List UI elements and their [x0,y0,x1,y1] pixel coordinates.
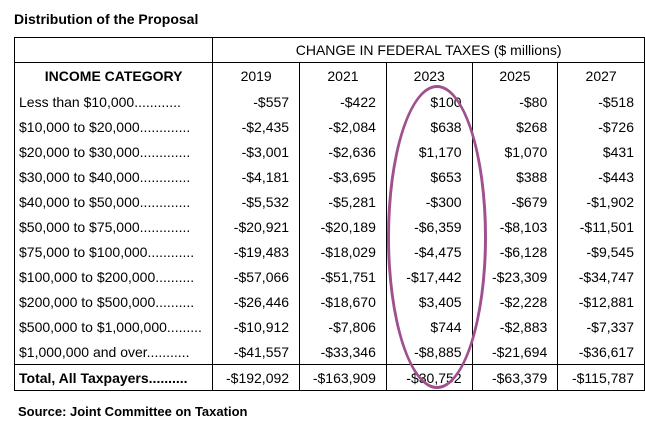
value-cell: -$443 [557,164,645,189]
header-years-row: INCOME CATEGORY 2019 2021 2023 2025 2027 [15,62,645,89]
value-cell: -$17,442 [385,264,473,289]
value-cell: -$20,189 [299,214,387,239]
year-header: 2023 [385,62,473,89]
value-cell: -$20,921 [212,214,300,239]
value-cell: -$18,670 [299,289,387,314]
group-header: CHANGE IN FEDERAL TAXES ($ millions) [212,37,645,63]
value-cell: -$34,747 [557,264,645,289]
value-cell: -$6,128 [471,239,558,264]
value-cell: $431 [557,139,645,164]
value-cell: -$7,337 [557,314,645,339]
header-group-row: CHANGE IN FEDERAL TAXES ($ millions) [14,37,645,63]
value-cell: -$2,084 [299,114,387,139]
value-cell: -$23,309 [471,264,558,289]
year-header: 2019 [212,62,300,89]
header-blank-cell [14,37,213,63]
value-cell: -$2,883 [471,314,558,339]
table-title: Distribution of the Proposal [14,11,199,27]
income-category-label: $10,000 to $20,000............. [19,118,191,135]
value-cell: -$57,066 [212,264,300,289]
value-cell: -$4,181 [212,164,300,189]
value-cell: -$80 [471,89,558,114]
income-category-label: $1,000,000 and over........... [19,343,190,360]
value-cell: $638 [385,114,473,139]
table-row: Less than $10,000............ -$557 -$422 $… [15,89,645,114]
total-cell: -$192,092 [212,364,300,391]
row-header: INCOME CATEGORY [44,68,183,84]
value-cell: -$1,902 [557,189,645,214]
value-cell: -$41,557 [212,339,300,365]
total-row: Total, All Taxpayers.......... -$192,092… [14,364,645,391]
total-label: Total, All Taxpayers.......... [14,364,213,391]
table-row: $500,000 to $1,000,000......... -$10,912-… [15,314,645,339]
value-cell: -$679 [471,189,558,214]
value-cell: -$7,806 [299,314,387,339]
value-cell: $268 [471,114,558,139]
income-category-label: Less than $10,000............ [19,93,181,110]
value-cell: -$2,228 [471,289,558,314]
value-cell: -$21,694 [471,339,558,365]
income-category-label: $100,000 to $200,000.......... [19,268,195,285]
year-header: 2025 [471,62,558,89]
value-cell: $1,170 [385,139,473,164]
table-row: $200,000 to $500,000.......... -$26,446 -$… [15,289,645,314]
value-cell: $388 [471,164,558,189]
total-cell: -$63,379 [471,364,558,391]
value-cell: -$8,885 [385,339,473,365]
total-cell: -$30,752 [385,364,473,391]
table-row: $50,000 to $75,000............. -$20,921-… [15,214,645,239]
value-cell: -$4,475 [385,239,473,264]
value-cell: $100 [385,89,473,114]
value-cell: -$36,617 [557,339,645,365]
value-cell: -$557 [212,89,300,114]
value-cell: -$5,532 [212,189,300,214]
table-row: $40,000 to $50,000............. -$5,532 -$… [15,189,645,214]
value-cell: -$518 [557,89,645,114]
total-cell: -$163,909 [299,364,387,391]
income-category-label: $500,000 to $1,000,000......... [19,318,202,335]
table-row: $1,000,000 and over........... -$41,557 -$… [15,339,645,365]
value-cell: -$10,912 [212,314,300,339]
value-cell: -$300 [385,189,473,214]
income-category-label: $200,000 to $500,000.......... [19,293,195,310]
tax-distribution-table: CHANGE IN FEDERAL TAXES ($ millions) INC… [14,37,645,391]
value-cell: -$12,881 [557,289,645,314]
table-row: $10,000 to $20,000............. -$2,435 -$… [15,114,645,139]
value-cell: -$3,695 [299,164,387,189]
value-cell: -$19,483 [212,239,300,264]
value-cell: $3,405 [385,289,473,314]
value-cell: $653 [385,164,473,189]
value-cell: $744 [385,314,473,339]
value-cell: -$6,359 [385,214,473,239]
value-cell: -$2,435 [212,114,300,139]
value-cell: -$5,281 [299,189,387,214]
source-note: Source: Joint Committee on Taxation [18,404,248,419]
value-cell: -$3,001 [212,139,300,164]
value-cell: -$726 [557,114,645,139]
income-category-label: $75,000 to $100,000............ [19,243,195,260]
year-header: 2027 [557,62,645,89]
value-cell: -$18,029 [299,239,387,264]
value-cell: -$9,545 [557,239,645,264]
year-header: 2021 [299,62,387,89]
value-cell: -$51,751 [299,264,387,289]
value-cell: -$33,346 [299,339,387,365]
table-row: $30,000 to $40,000............. -$4,181 -$… [15,164,645,189]
total-cell: -$115,787 [557,364,645,391]
value-cell: -$26,446 [212,289,300,314]
income-category-label: $40,000 to $50,000............. [19,193,191,210]
table-row: $75,000 to $100,000............ -$19,483-… [15,239,645,264]
table-row: $20,000 to $30,000............. -$3,001 -$… [15,139,645,164]
income-category-label: $20,000 to $30,000............. [19,143,191,160]
value-cell: -$11,501 [557,214,645,239]
value-cell: -$422 [299,89,387,114]
value-cell: $1,070 [471,139,558,164]
table-row: $100,000 to $200,000.......... -$57,066 -$… [15,264,645,289]
income-category-label: $50,000 to $75,000............. [19,218,191,235]
value-cell: -$8,103 [471,214,558,239]
income-category-label: $30,000 to $40,000............. [19,168,191,185]
value-cell: -$2,636 [299,139,387,164]
